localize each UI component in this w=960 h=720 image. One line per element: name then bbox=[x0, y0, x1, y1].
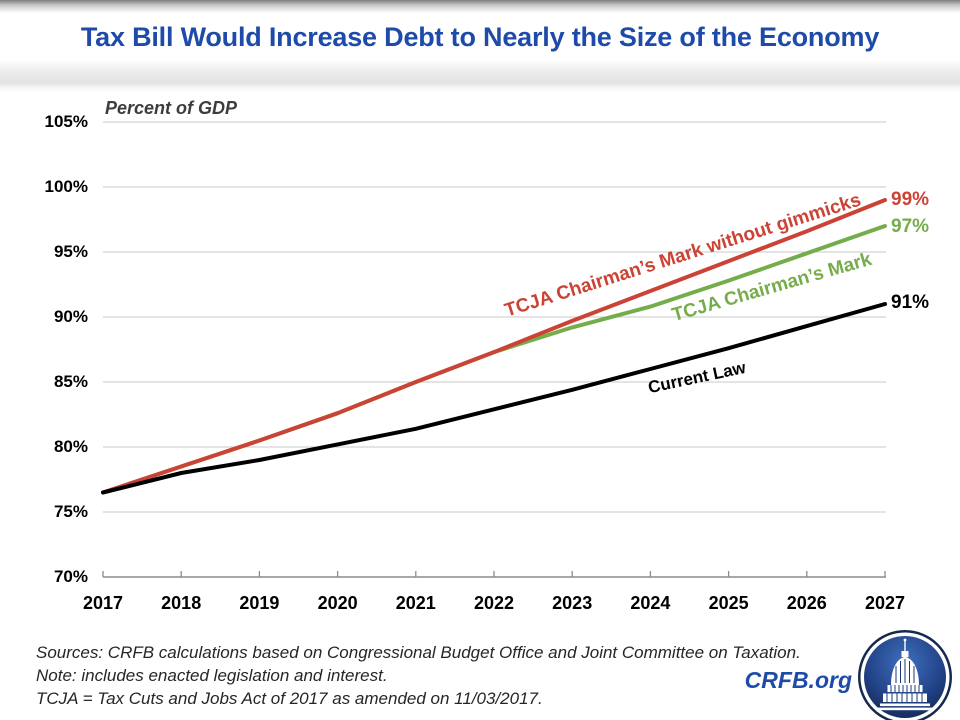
y-axis-tick-label: 95% bbox=[53, 242, 88, 261]
y-axis-tick-label: 70% bbox=[53, 567, 88, 586]
line-series-0 bbox=[101, 198, 887, 495]
x-axis-tick-label: 2022 bbox=[473, 593, 515, 613]
line-series-2 bbox=[101, 302, 887, 495]
x-axis-tick-label: 2018 bbox=[161, 593, 202, 613]
y-axis-tick-label: 105% bbox=[44, 112, 88, 131]
x-axis-tick-label: 2019 bbox=[239, 593, 280, 613]
capitol-dome-icon bbox=[877, 638, 933, 711]
title-divider-shadow bbox=[0, 60, 960, 92]
y-axis-unit-label: Percent of GDP bbox=[105, 98, 238, 118]
crfb-capitol-logo bbox=[858, 630, 952, 720]
x-axis-tick-label: 2020 bbox=[317, 593, 358, 613]
x-axis-tick-label: 2024 bbox=[630, 593, 671, 613]
end-value-chairmans-mark: 97% bbox=[891, 216, 930, 237]
end-value-without-gimmicks: 99% bbox=[891, 189, 930, 210]
source-notes: Sources: CRFB calculations based on Cong… bbox=[36, 641, 801, 710]
y-axis-tick-label: 85% bbox=[53, 372, 88, 391]
x-axis-tick-label: 2025 bbox=[708, 593, 749, 613]
end-value-current-law: 91% bbox=[891, 292, 930, 313]
x-axis-tick-label: 2017 bbox=[82, 593, 124, 613]
x-axis-tick-label: 2023 bbox=[552, 593, 593, 613]
y-axis-tick-label: 100% bbox=[44, 177, 88, 196]
note-line: Note: includes enacted legislation and i… bbox=[36, 666, 388, 685]
x-axis-tick-label: 2021 bbox=[395, 593, 436, 613]
x-axis-tick-label: 2027 bbox=[864, 593, 906, 613]
top-gradient-strip bbox=[0, 0, 960, 13]
source-line: Sources: CRFB calculations based on Cong… bbox=[36, 643, 801, 662]
x-axis-tick-label: 2026 bbox=[786, 593, 827, 613]
tcja-definition-line: TCJA = Tax Cuts and Jobs Act of 2017 as … bbox=[36, 689, 543, 708]
page-title: Tax Bill Would Increase Debt to Nearly t… bbox=[80, 22, 880, 52]
y-axis-tick-label: 80% bbox=[53, 437, 88, 456]
y-axis-tick-label: 75% bbox=[53, 502, 88, 521]
crfb-org-link[interactable]: CRFB.org bbox=[744, 667, 852, 693]
y-axis-tick-label: 90% bbox=[53, 307, 88, 326]
